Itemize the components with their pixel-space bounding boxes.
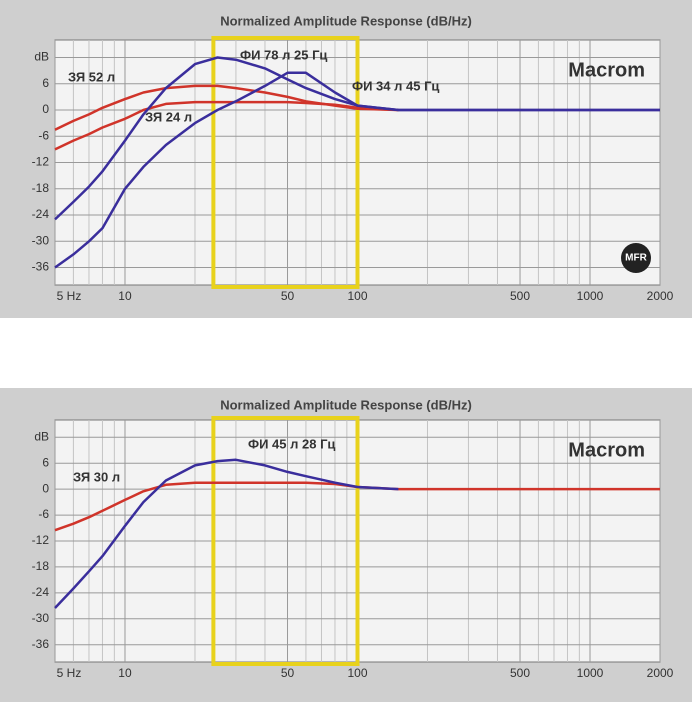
chart-top: Normalized Amplitude Response (dB/Hz) 5 H… bbox=[0, 0, 692, 318]
series-line bbox=[54, 100, 399, 151]
chart-bottom: Normalized Amplitude Response (dB/Hz) 5 H… bbox=[0, 388, 692, 702]
highlight-box bbox=[211, 36, 360, 289]
y-tick-label: dB bbox=[34, 50, 49, 64]
y-tick-label: 0 bbox=[42, 481, 49, 495]
y-tick-label: -18 bbox=[32, 559, 50, 573]
y-tick-label: -24 bbox=[32, 585, 50, 599]
y-tick-label: 0 bbox=[42, 102, 49, 116]
y-tick-label: 6 bbox=[42, 76, 49, 90]
x-tick-label: 2000 bbox=[647, 666, 674, 680]
y-tick-label: -36 bbox=[32, 260, 50, 274]
y-tick-label: -30 bbox=[32, 233, 50, 247]
x-tick-label: 1000 bbox=[577, 666, 604, 680]
x-tick-label: 5 Hz bbox=[57, 666, 82, 680]
x-tick-label: 10 bbox=[118, 289, 132, 303]
y-tick-label: -30 bbox=[32, 611, 50, 625]
y-tick-label: -6 bbox=[38, 128, 49, 142]
y-tick-label: -6 bbox=[38, 507, 49, 521]
y-tick-label: -18 bbox=[32, 181, 50, 195]
x-tick-label: 1000 bbox=[577, 289, 604, 303]
chart-title: Normalized Amplitude Response (dB/Hz) bbox=[220, 13, 472, 28]
series-line bbox=[54, 71, 660, 269]
series-label: ФИ 45 л 28 Гц bbox=[248, 436, 335, 451]
x-tick-label: 2000 bbox=[647, 289, 674, 303]
series-line bbox=[54, 481, 660, 532]
chart-title: Normalized Amplitude Response (dB/Hz) bbox=[220, 397, 472, 412]
highlight-box bbox=[211, 416, 360, 666]
y-tick-label: -12 bbox=[32, 155, 50, 169]
x-tick-label: 10 bbox=[118, 666, 132, 680]
series-label: ФИ 78 л 25 Гц bbox=[240, 47, 327, 62]
x-tick-label: 50 bbox=[281, 289, 295, 303]
x-tick-label: 50 bbox=[281, 666, 295, 680]
x-tick-label: 100 bbox=[347, 289, 367, 303]
y-tick-label: -36 bbox=[32, 637, 50, 651]
series-line bbox=[54, 458, 399, 609]
y-tick-label: -12 bbox=[32, 533, 50, 547]
series-label: ФИ 34 л 45 Гц bbox=[352, 78, 439, 93]
x-tick-label: 500 bbox=[510, 666, 530, 680]
series-label: ЗЯ 52 л bbox=[68, 69, 115, 84]
x-tick-label: 500 bbox=[510, 289, 530, 303]
x-tick-label: 5 Hz bbox=[57, 289, 82, 303]
y-tick-label: -24 bbox=[32, 207, 50, 221]
badge: MFR bbox=[625, 253, 647, 264]
badge-circle bbox=[621, 243, 651, 273]
x-tick-label: 100 bbox=[347, 666, 367, 680]
brand: Macrom bbox=[568, 59, 645, 81]
series-label: ЗЯ 24 л bbox=[145, 109, 192, 124]
y-tick-label: 6 bbox=[42, 455, 49, 469]
brand: Macrom bbox=[568, 439, 645, 461]
y-tick-label: dB bbox=[34, 429, 49, 443]
series-label: ЗЯ 30 л bbox=[73, 469, 120, 484]
